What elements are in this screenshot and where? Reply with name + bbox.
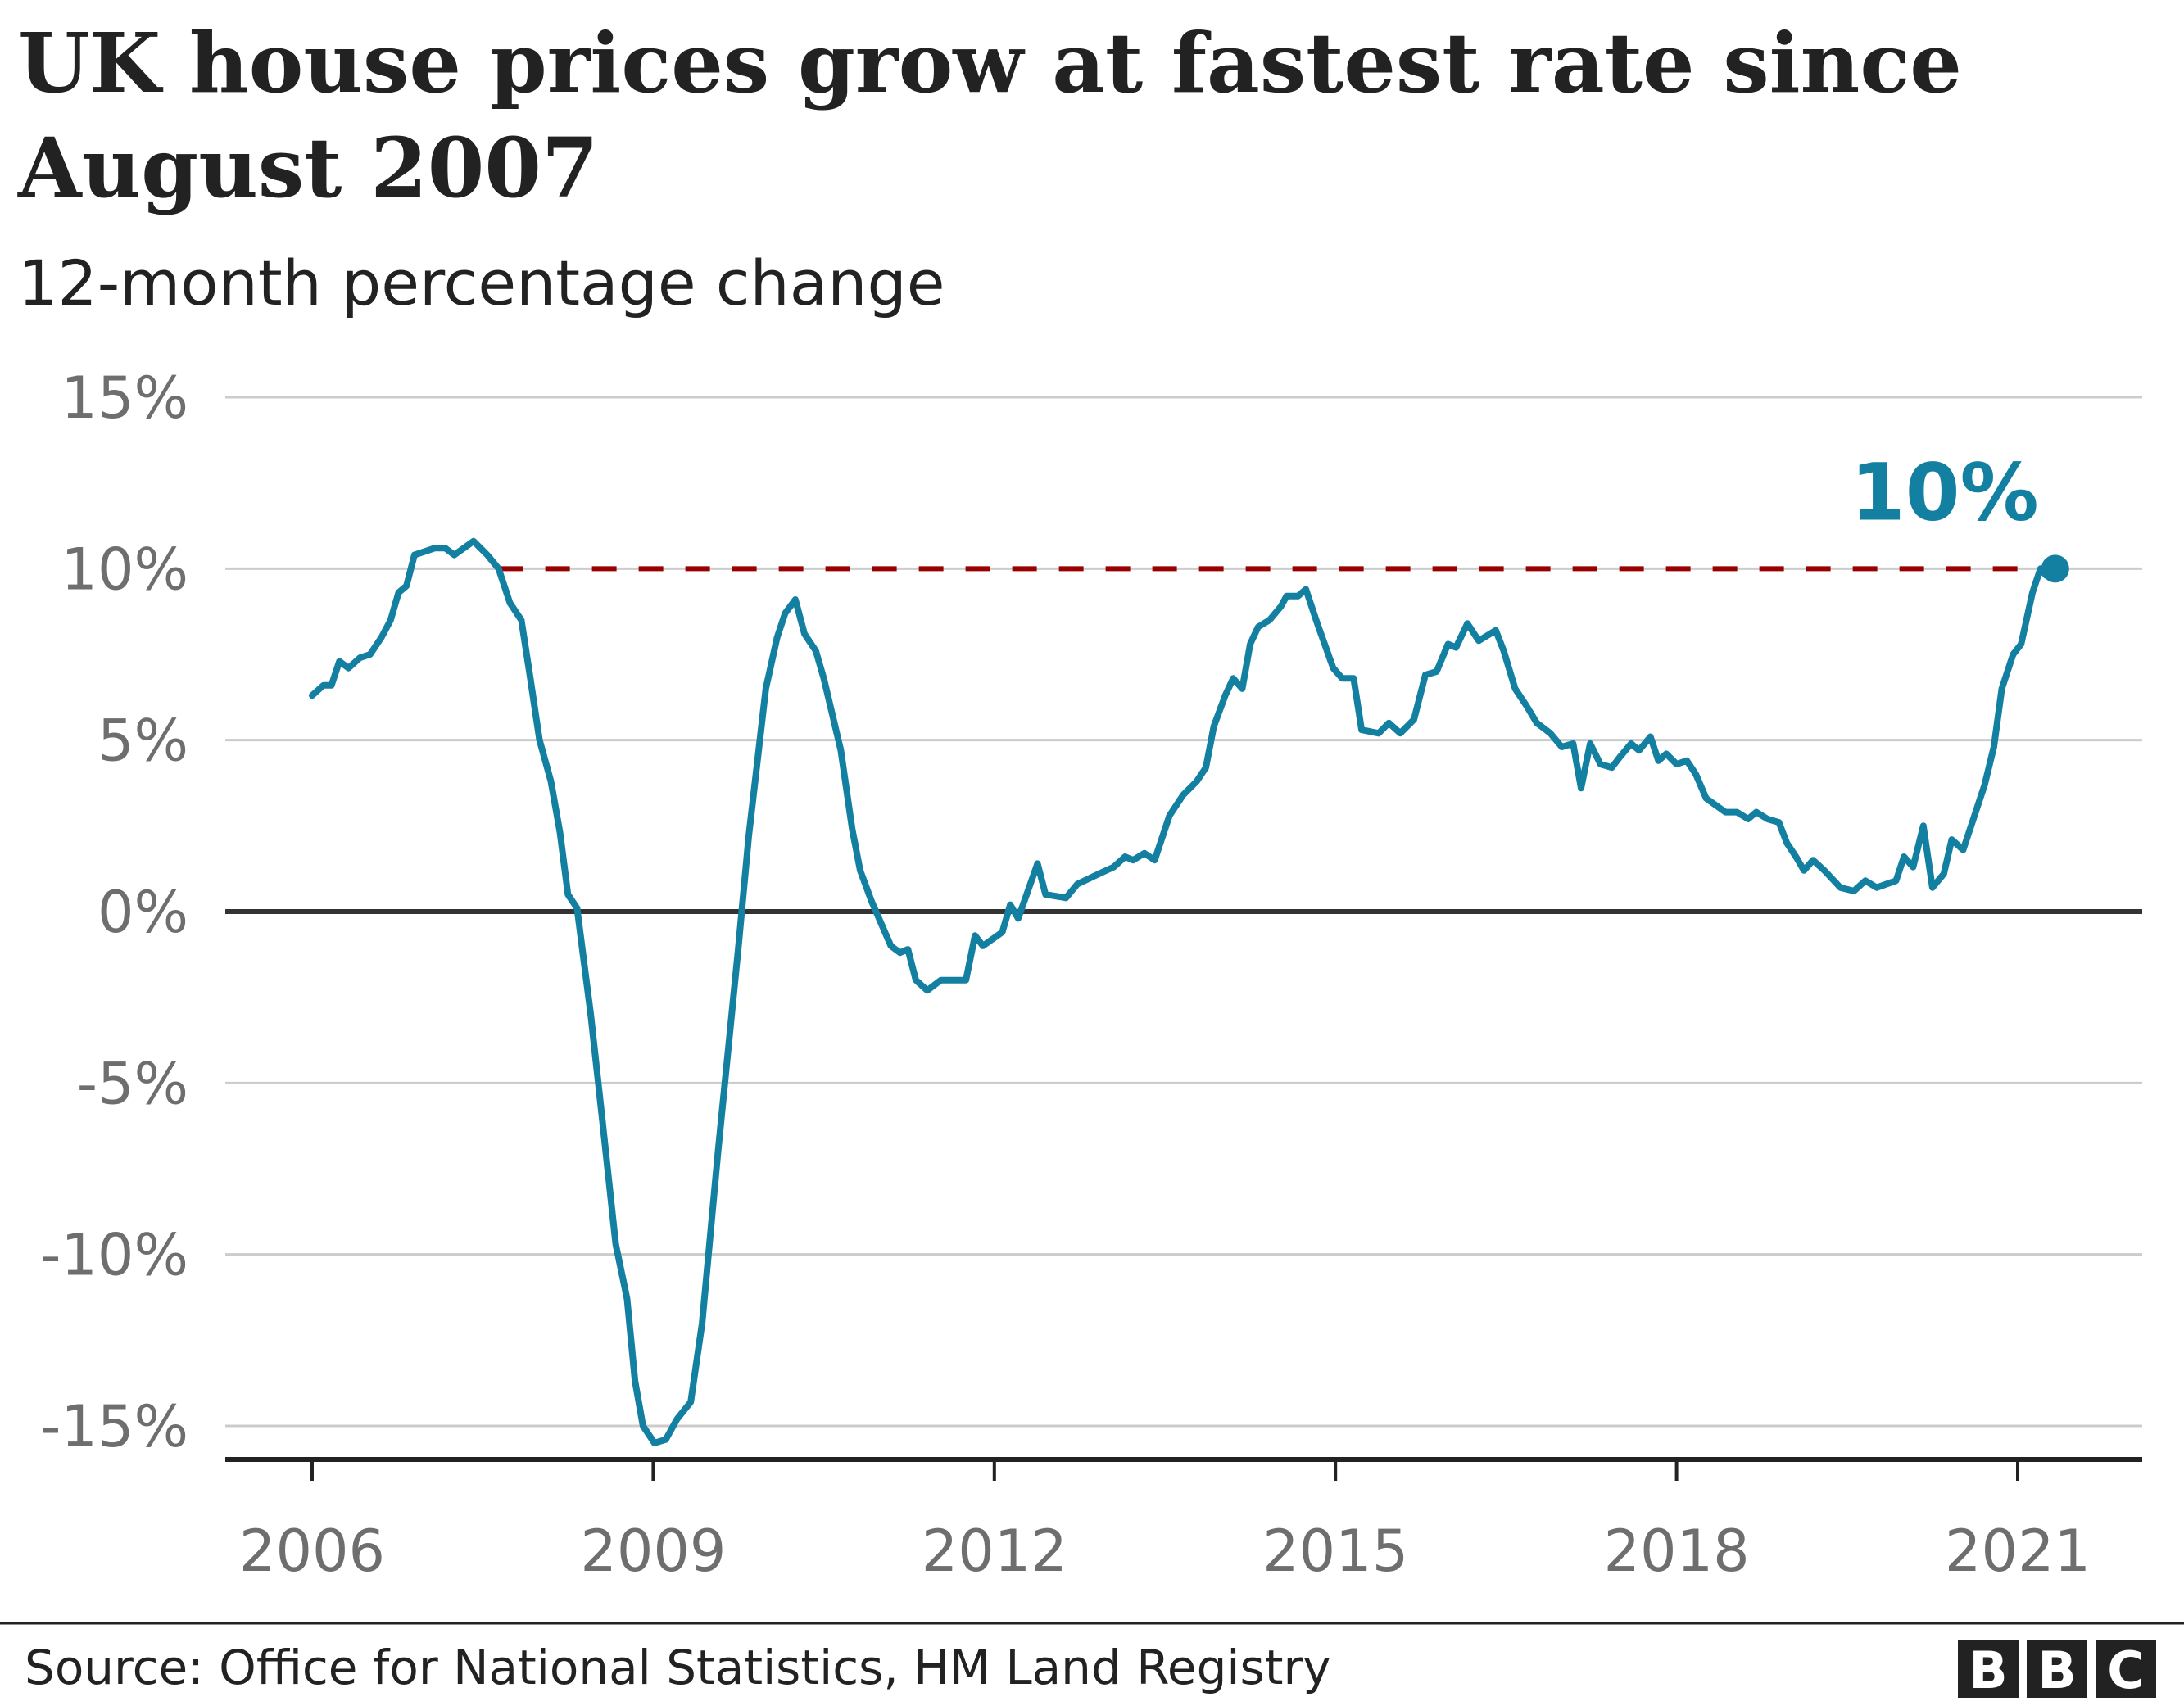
- x-tick-label: 2015: [1262, 1518, 1408, 1585]
- x-tick-label: 2006: [239, 1518, 385, 1585]
- x-tick-label: 2012: [922, 1518, 1067, 1585]
- svg-text:B: B: [1969, 1640, 2007, 1700]
- x-tick-label: 2021: [1945, 1518, 2091, 1585]
- x-axis: 2006 2009 2012 2015 2018 2021: [225, 1457, 2142, 1585]
- x-tick-label: 2018: [1604, 1518, 1750, 1585]
- y-axis-labels: 15% 10% 5% 0% -5% -10% -15%: [40, 364, 188, 1460]
- y-tick-label: -10%: [40, 1222, 188, 1289]
- chart-title-line-2: August 2007: [17, 120, 599, 216]
- bbc-logo: B B C: [1958, 1640, 2156, 1700]
- chart-title-line-1: UK house prices grow at fastest rate sin…: [18, 15, 1962, 111]
- y-tick-label: -5%: [77, 1050, 188, 1117]
- x-tick-label: 2009: [580, 1518, 726, 1585]
- y-tick-label: -15%: [40, 1393, 188, 1460]
- annotation-label: 10%: [1851, 446, 2039, 538]
- y-tick-label: 0%: [97, 879, 188, 946]
- svg-text:B: B: [2037, 1640, 2076, 1700]
- series-line: [309, 537, 2059, 1446]
- end-point-marker: [2041, 554, 2069, 583]
- y-tick-label: 5%: [97, 708, 188, 775]
- y-tick-label: 15%: [61, 364, 188, 432]
- chart-subtitle: 12-month percentage change: [18, 247, 945, 319]
- source-text: Source: Office for National Statistics, …: [25, 1640, 1331, 1695]
- y-tick-label: 10%: [61, 536, 188, 603]
- svg-text:C: C: [2107, 1640, 2145, 1700]
- gridlines: [225, 396, 2142, 1428]
